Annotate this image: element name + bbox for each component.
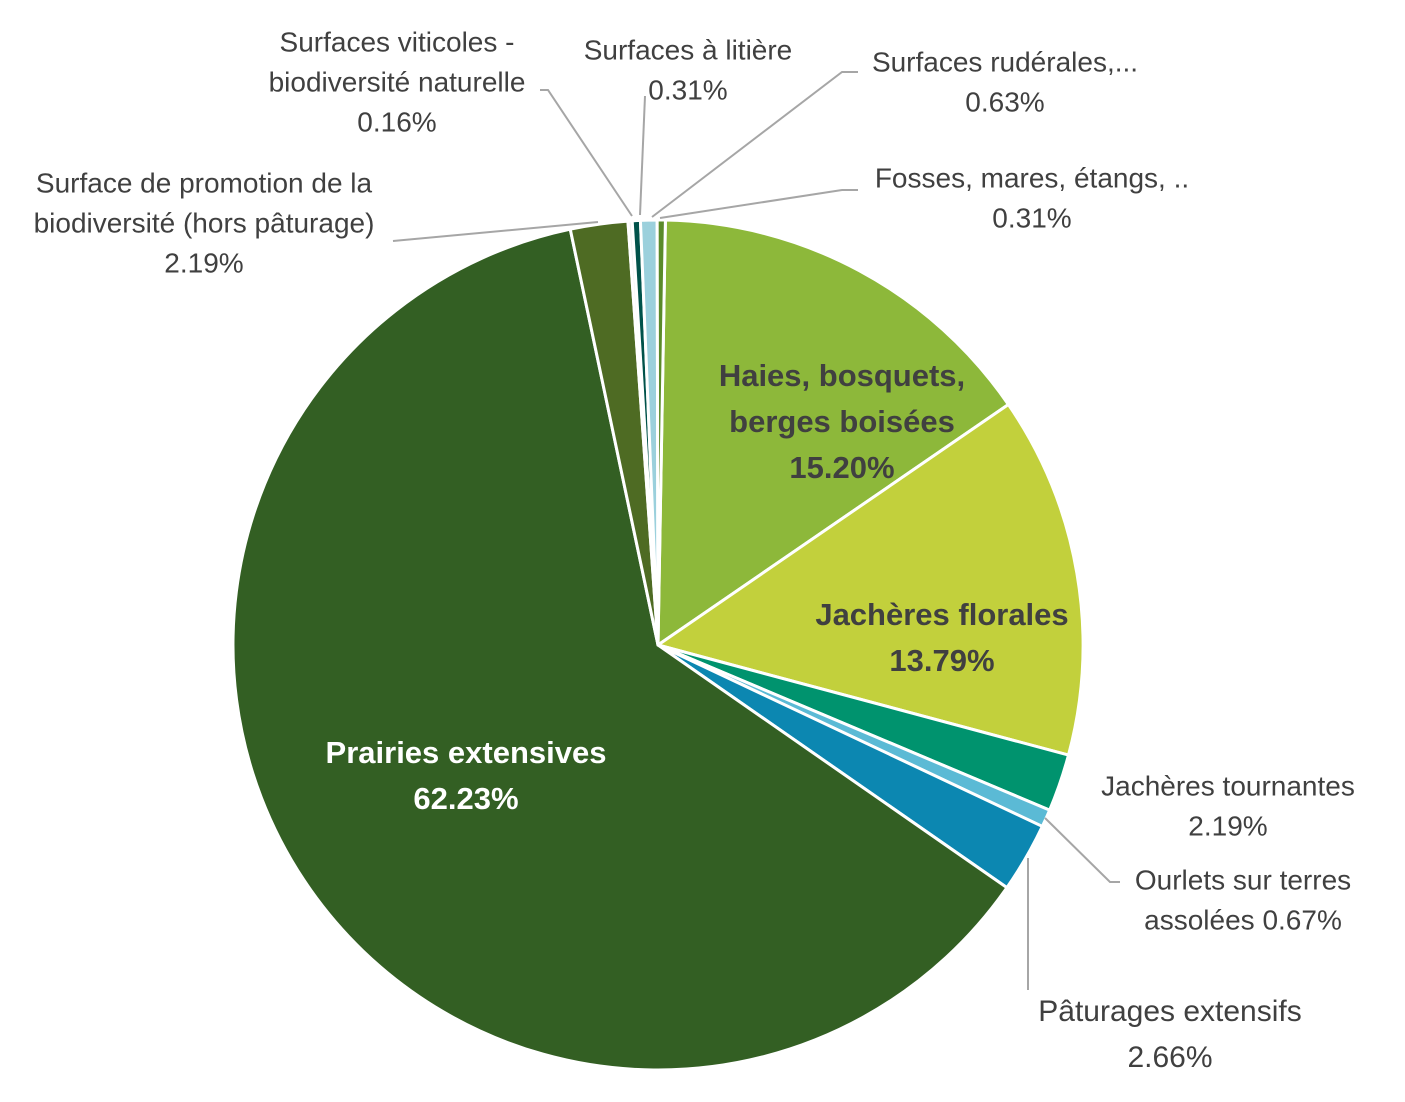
label-haies-line-1: berges boisées	[729, 404, 955, 439]
label-ourlets-line-1: assolées 0.67%	[1144, 904, 1342, 935]
pie-slice-1	[656, 402, 1085, 757]
label-jacheres-tournantes-line-1: 2.19%	[1188, 810, 1267, 841]
pie-slices	[231, 218, 1085, 1072]
leader-line-4	[392, 221, 599, 242]
label-paturages-line-1: 2.66%	[1127, 1041, 1212, 1074]
pie-slice-0	[656, 218, 1010, 647]
label-prairies-line-0: Prairies extensives	[326, 735, 607, 770]
label-promotion-line-1: biodiversité (hors pâturage)	[34, 207, 375, 238]
slice-labels: Haies, bosquets, berges boisées 15.20% Jach…	[34, 26, 1355, 1074]
label-fosses-line-1: 0.31%	[992, 202, 1071, 233]
label-viticoles-line-0: Surfaces viticoles -	[280, 26, 515, 57]
label-jacheres-florales-line-0: Jachères florales	[815, 597, 1068, 632]
label-haies-line-0: Haies, bosquets,	[719, 358, 965, 393]
label-jacheres-florales-line-1: 13.79%	[889, 643, 994, 678]
label-ourlets-line-0: Ourlets sur terres	[1135, 864, 1351, 895]
label-paturages-line-0: Pâturages extensifs	[1038, 995, 1301, 1028]
label-litiere-line-1: 0.31%	[648, 74, 727, 105]
leader-line-2	[639, 95, 646, 216]
leader-line-3	[540, 89, 633, 217]
pie-slice-5	[231, 227, 1009, 1072]
label-litiere-line-0: Surfaces à litière	[584, 34, 793, 65]
label-ruderales-line-1: 0.63%	[965, 86, 1044, 117]
leader-line-0	[659, 189, 858, 219]
label-jacheres-tournantes-line-0: Jachères tournantes	[1101, 770, 1355, 801]
label-promotion-line-2: 2.19%	[164, 247, 243, 278]
leader-lines	[392, 71, 1120, 990]
label-ruderales-line-0: Surfaces rudérales,...	[872, 46, 1138, 77]
leader-line-5	[1044, 817, 1120, 883]
label-prairies-line-1: 62.23%	[413, 781, 518, 816]
label-viticoles-line-1: biodiversité naturelle	[269, 66, 526, 97]
label-fosses-line-0: Fosses, mares, étangs, ..	[875, 162, 1189, 193]
pie-slice-10	[655, 218, 667, 647]
label-promotion-line-0: Surface de promotion de la	[36, 167, 373, 198]
label-viticoles-line-2: 0.16%	[357, 106, 436, 137]
label-haies-line-2: 15.20%	[789, 450, 894, 485]
leader-line-1	[651, 71, 858, 218]
